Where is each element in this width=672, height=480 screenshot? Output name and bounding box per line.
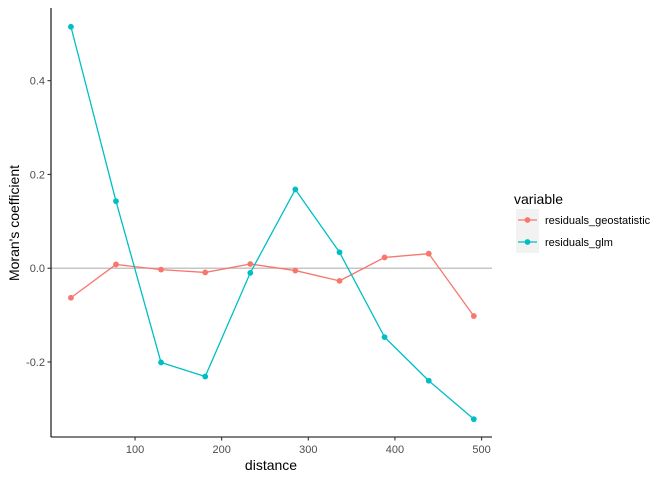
y-axis-title: Moran's coefficient xyxy=(6,165,22,281)
y-tick-label: 0.0 xyxy=(30,263,45,275)
y-axis-ticks: -0.2 0.0 0.2 0.4 xyxy=(26,76,51,369)
data-point-residuals_glm xyxy=(470,416,477,423)
data-point-residuals_geostatistic xyxy=(202,269,209,276)
x-tick-label: 300 xyxy=(299,444,317,456)
data-point-residuals_geostatistic xyxy=(381,254,388,261)
data-point-residuals_glm xyxy=(292,186,299,193)
data-point-residuals_glm xyxy=(247,270,254,276)
y-tick-label: 0.2 xyxy=(30,169,45,181)
y-tick-label: -0.2 xyxy=(26,357,45,369)
data-point-residuals_geostatistic xyxy=(68,294,74,301)
x-tick-label: 100 xyxy=(126,444,144,456)
data-point-residuals_glm xyxy=(202,373,209,380)
data-point-residuals_geostatistic xyxy=(470,313,477,319)
data-point-residuals_glm xyxy=(68,23,74,30)
x-tick-label: 200 xyxy=(213,444,231,456)
legend-key-point xyxy=(524,239,531,245)
data-point-residuals_glm xyxy=(336,249,343,256)
y-tick-label: 0.4 xyxy=(30,76,45,88)
series-line-residuals_glm xyxy=(70,26,475,420)
data-point-residuals_glm xyxy=(425,377,432,384)
x-axis-ticks: 100 200 300 400 500 xyxy=(126,437,491,456)
legend-label: residuals_glm xyxy=(545,237,613,249)
data-point-residuals_geostatistic xyxy=(158,266,164,273)
data-point-residuals_glm xyxy=(158,359,164,366)
data-point-residuals_geostatistic xyxy=(336,277,343,284)
legend: variable residuals_geostatistic residuals… xyxy=(514,191,651,253)
legend-title: variable xyxy=(514,191,563,207)
x-tick-label: 400 xyxy=(386,444,404,456)
legend-key-point xyxy=(524,217,531,223)
x-axis-title: distance xyxy=(245,457,297,473)
data-point-residuals_glm xyxy=(381,334,388,341)
data-point-residuals_geostatistic xyxy=(292,267,299,274)
data-point-residuals_glm xyxy=(113,198,119,205)
plot-panel xyxy=(50,8,492,438)
data-point-residuals_geostatistic xyxy=(425,250,432,257)
series-line-residuals_geostatistic xyxy=(70,253,475,317)
x-tick-label: 500 xyxy=(472,444,490,456)
data-point-residuals_geostatistic xyxy=(113,261,119,268)
legend-label: residuals_geostatistic xyxy=(545,215,651,227)
data-point-residuals_geostatistic xyxy=(247,261,254,267)
